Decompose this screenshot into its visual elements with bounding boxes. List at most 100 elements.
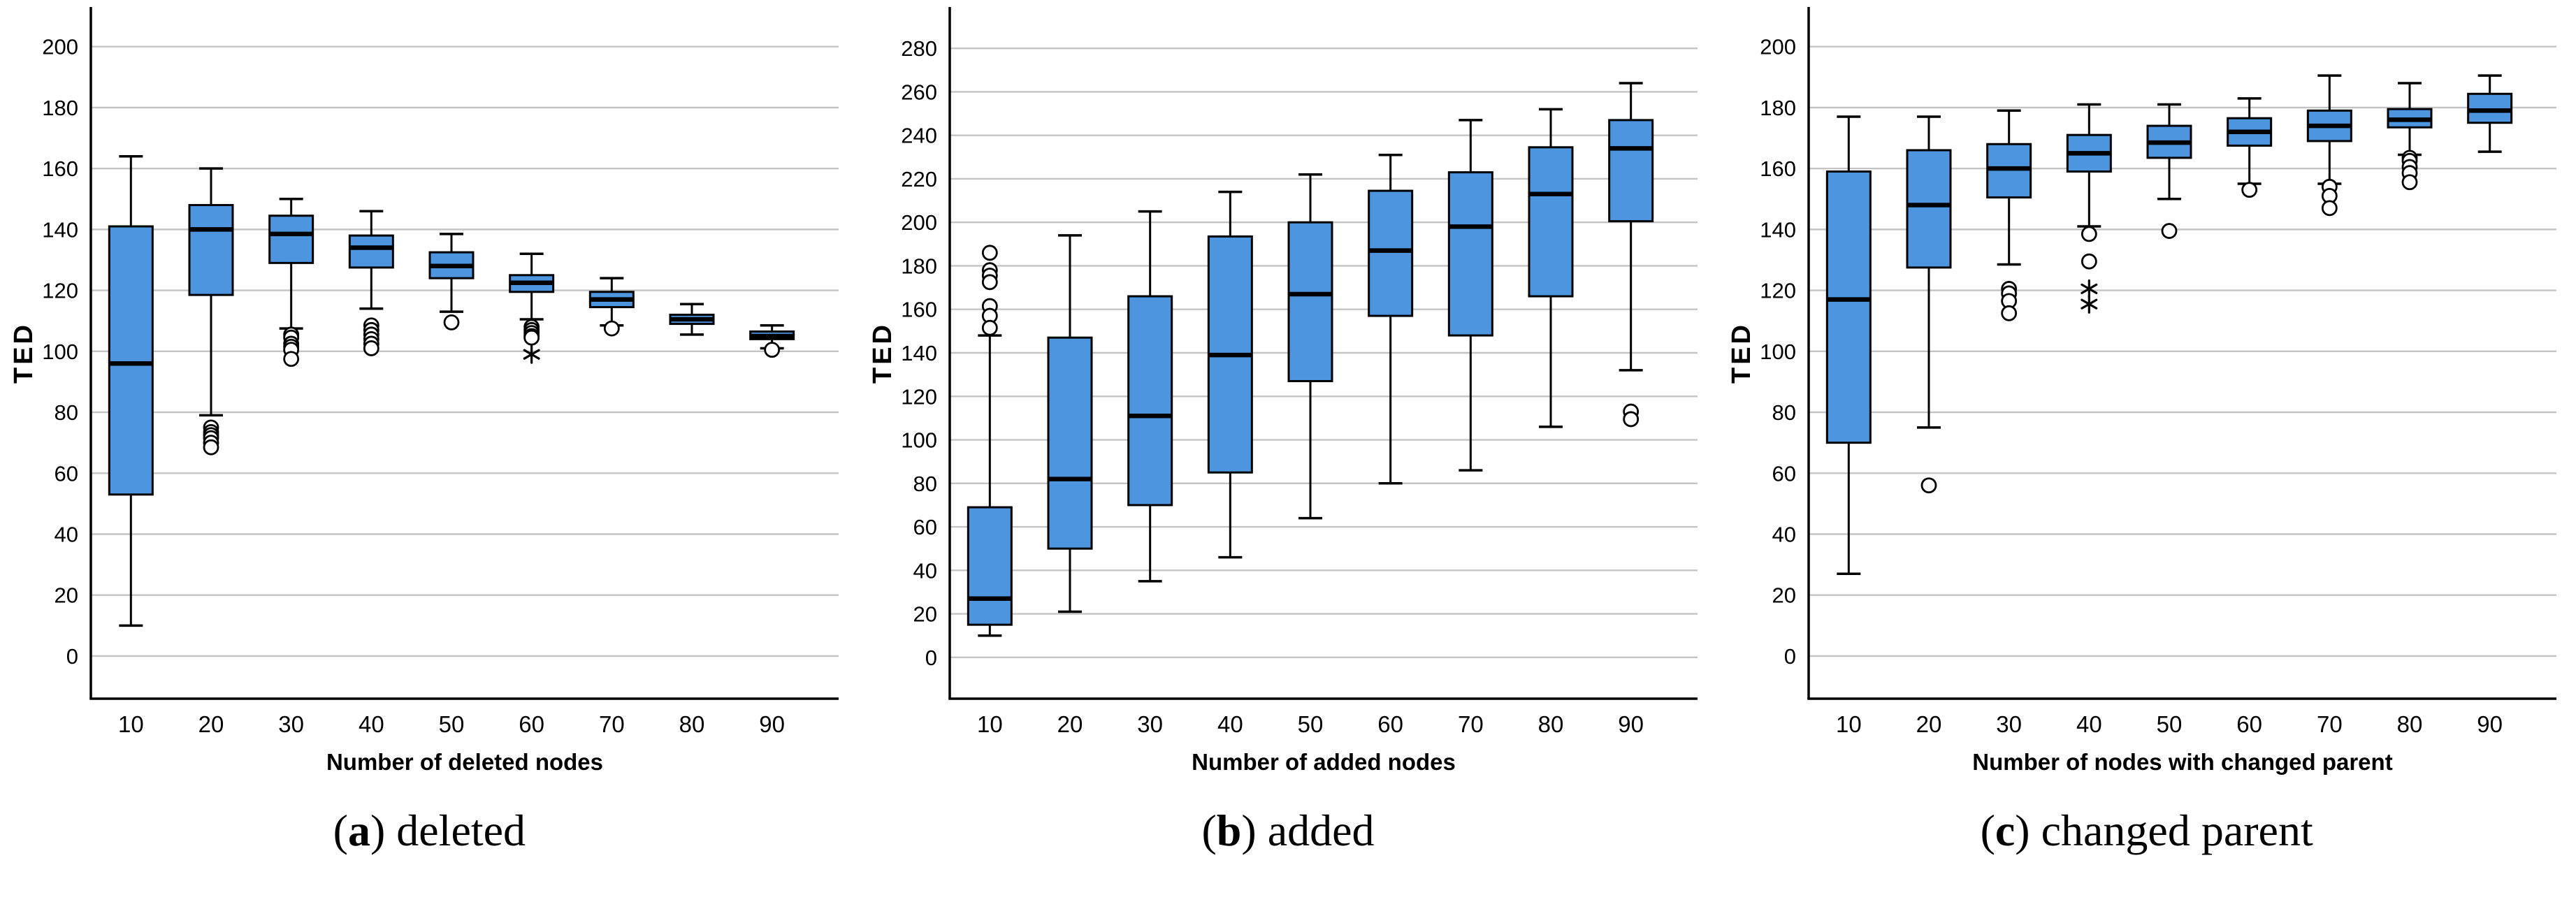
y-tick-label: 80 <box>913 472 937 496</box>
box-group <box>1528 108 1574 428</box>
x-tick-label: 50 <box>439 711 465 737</box>
x-tick-label: 80 <box>1538 711 1564 737</box>
y-tick-label: 200 <box>43 35 79 59</box>
x-axis-title: Number of nodes with changed parent <box>1972 749 2392 775</box>
box-group <box>2466 74 2512 153</box>
box-group <box>1047 234 1093 613</box>
x-tick-label: 60 <box>2236 711 2262 737</box>
x-tick-label: 70 <box>2317 711 2343 737</box>
x-tick-label: 30 <box>279 711 305 737</box>
x-tick-label: 10 <box>118 711 144 737</box>
outlier-circle <box>2081 226 2097 242</box>
x-tick-label: 30 <box>1996 711 2022 737</box>
box-group <box>669 303 715 336</box>
y-tick-label: 140 <box>901 341 937 365</box>
box-group <box>1985 109 2032 321</box>
box-group <box>2387 82 2433 191</box>
y-tick-label: 240 <box>901 124 937 148</box>
iqr-box <box>1047 336 1093 550</box>
iqr-box <box>1608 119 1654 223</box>
iqr-box <box>268 214 314 264</box>
y-tick-label: 200 <box>901 210 937 235</box>
x-tick-label: 80 <box>679 711 705 737</box>
outlier-circle <box>764 342 781 358</box>
caption-letter: a <box>347 806 370 855</box>
y-tick-label: 60 <box>913 515 937 539</box>
x-tick-label: 50 <box>2156 711 2182 737</box>
caption-deleted: (a) deleted <box>333 805 526 857</box>
caption-text: ) deleted <box>370 806 526 855</box>
y-tick-label: 0 <box>66 644 78 669</box>
y-axis-title: TED <box>1727 322 1756 384</box>
y-tick-label: 100 <box>1760 340 1796 364</box>
box-group <box>1207 190 1253 559</box>
y-tick-label: 100 <box>43 340 79 364</box>
x-tick-label: 40 <box>2076 711 2102 737</box>
extreme-star <box>2080 279 2097 299</box>
y-tick-label: 200 <box>1760 35 1796 59</box>
x-tick-label: 80 <box>2396 711 2422 737</box>
iqr-box <box>967 506 1013 626</box>
y-tick-label: 120 <box>43 279 79 303</box>
panel-changed-parent: 0 20 40 60 80 100 120 140 160 180 200 10 20 30 40 50 60 7… <box>1717 0 2576 902</box>
outlier-circle <box>2241 182 2257 198</box>
iqr-box <box>108 225 154 496</box>
x-tick-label: 20 <box>1057 711 1083 737</box>
outlier-circle <box>604 320 621 337</box>
outlier-circle <box>1920 477 1937 494</box>
x-tick-label: 90 <box>1618 711 1644 737</box>
box-group <box>1127 210 1173 583</box>
x-tick-label: 10 <box>1836 711 1862 737</box>
box-group <box>509 252 555 364</box>
box-group <box>349 210 395 356</box>
x-axis-title: Number of deleted nodes <box>326 749 603 775</box>
x-tick-label: 60 <box>1377 711 1403 737</box>
box-group <box>1447 119 1493 472</box>
box-group <box>967 245 1013 637</box>
y-tick-label: 80 <box>55 400 78 425</box>
x-tick-label: 90 <box>2477 711 2503 737</box>
iqr-box <box>1368 189 1414 317</box>
x-tick-label: 40 <box>1217 711 1243 737</box>
caption-text: ) added <box>1241 806 1375 855</box>
box-group <box>749 323 795 358</box>
outlier-circle <box>2000 305 2017 321</box>
panel-added: 0 20 40 60 80 100 120 140 160 180 200 220 240 260 280 1… <box>859 0 1718 902</box>
x-tick-label: 20 <box>198 711 224 737</box>
outlier-circle <box>2081 253 2097 270</box>
y-tick-label: 20 <box>55 583 78 608</box>
box-group <box>589 277 635 337</box>
outlier-circle <box>203 439 219 456</box>
boxplot-changed-parent-chart: 0 20 40 60 80 100 120 140 160 180 200 10 20 30 40 50 60 7… <box>1727 7 2556 775</box>
box-group <box>2226 97 2272 198</box>
y-tick-label: 160 <box>43 157 79 181</box>
y-tick-label: 180 <box>43 96 79 120</box>
caption-letter: c <box>1995 806 2016 855</box>
x-axis-title: Number of added nodes <box>1192 749 1456 775</box>
iqr-box <box>1287 221 1333 382</box>
y-tick-label: 0 <box>925 646 937 670</box>
box-group <box>268 198 314 368</box>
y-tick-label: 60 <box>1772 461 1795 486</box>
outlier-circle <box>363 340 380 356</box>
y-tick-label: 120 <box>1760 279 1796 303</box>
y-axis-title: TED <box>9 322 38 384</box>
caption-added: (b) added <box>1201 805 1374 857</box>
box-group <box>2146 103 2192 239</box>
iqr-box <box>2466 92 2512 124</box>
caption-letter: b <box>1216 806 1242 855</box>
y-tick-label: 180 <box>901 254 937 278</box>
iqr-box <box>1906 149 1952 269</box>
y-tick-label: 120 <box>901 384 937 409</box>
outlier-circle <box>2321 200 2338 217</box>
iqr-box <box>1127 295 1173 507</box>
y-tick-label: 140 <box>1760 217 1796 242</box>
outlier-circle <box>523 329 540 346</box>
box-group <box>2306 74 2352 217</box>
y-tick-label: 0 <box>1783 644 1795 669</box>
iqr-box <box>1985 143 2032 199</box>
y-tick-label: 40 <box>913 558 937 583</box>
x-tick-label: 90 <box>760 711 786 737</box>
outlier-circle <box>2401 174 2418 191</box>
y-tick-label: 40 <box>1772 522 1795 546</box>
